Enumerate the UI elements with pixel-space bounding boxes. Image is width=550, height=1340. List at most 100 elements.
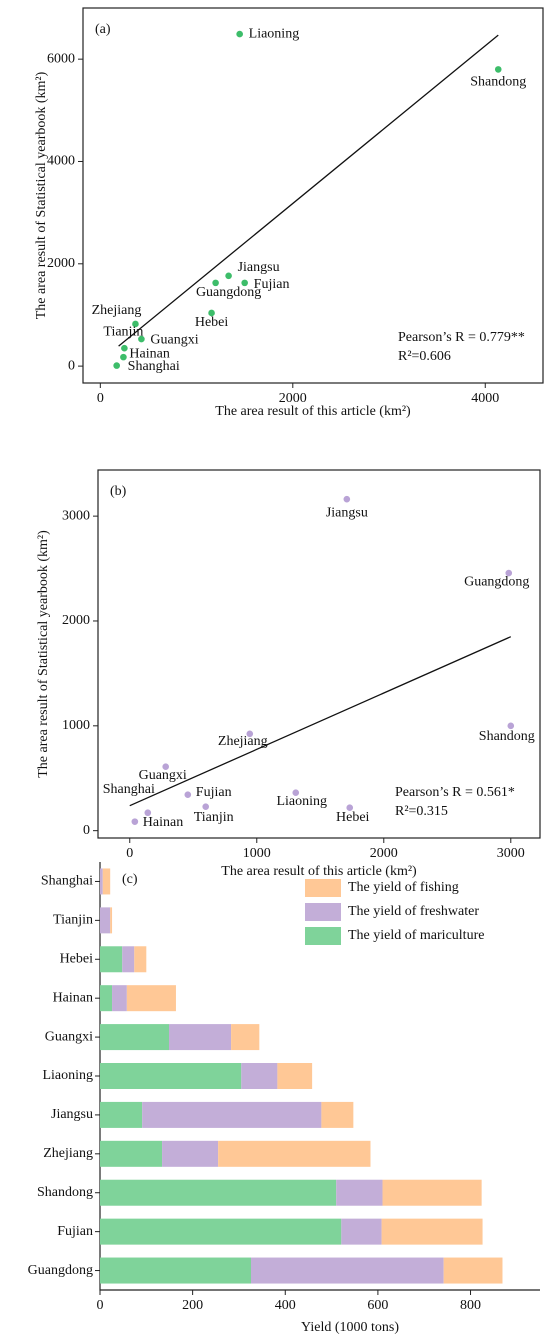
bar-segment bbox=[122, 946, 135, 973]
y-tick-label: Hebei bbox=[60, 951, 94, 966]
point-label: Hebei bbox=[195, 315, 229, 330]
bar-segment bbox=[100, 1257, 251, 1284]
point-label: Hebei bbox=[336, 810, 370, 825]
panel-label: (a) bbox=[95, 22, 111, 37]
x-tick-label: 1000 bbox=[243, 846, 271, 861]
point-label: Fujian bbox=[196, 785, 232, 800]
point bbox=[121, 344, 128, 352]
bar-segment bbox=[100, 1101, 143, 1128]
point-label: Guangdong bbox=[196, 285, 261, 300]
bar-segment bbox=[142, 1101, 322, 1128]
y-tick-label: Guangxi bbox=[45, 1029, 93, 1044]
x-axis-label: The area result of this article (km²) bbox=[221, 864, 417, 879]
x-axis-label: Yield (1000 tons) bbox=[301, 1320, 399, 1335]
point bbox=[184, 791, 192, 798]
point-label: Hainan bbox=[143, 815, 183, 830]
point-label: Tianjin bbox=[103, 324, 143, 339]
bar-segment bbox=[112, 985, 127, 1012]
point-label: Liaoning bbox=[276, 794, 327, 809]
x-axis-label: The area result of this article (km²) bbox=[215, 404, 411, 419]
legend-label: The yield of fishing bbox=[348, 880, 459, 895]
point bbox=[208, 309, 215, 317]
y-tick-label: Shanghai bbox=[41, 874, 93, 889]
y-tick-label: 6000 bbox=[47, 51, 75, 66]
y-tick-label: Jiangsu bbox=[51, 1107, 93, 1122]
x-tick-label: 2000 bbox=[279, 391, 307, 406]
bar-segment bbox=[250, 1257, 444, 1284]
y-tick-label: Tianjin bbox=[53, 913, 93, 928]
point bbox=[202, 803, 210, 810]
bar-segment bbox=[218, 1140, 371, 1167]
x-tick-label: 0 bbox=[97, 391, 104, 406]
y-tick-label: Liaoning bbox=[42, 1068, 93, 1083]
x-tick-label: 2000 bbox=[370, 846, 398, 861]
point bbox=[212, 279, 219, 287]
legend-label: The yield of freshwater bbox=[348, 904, 479, 919]
annotation: R²=0.606 bbox=[398, 349, 451, 364]
point-label: Jiangsu bbox=[326, 505, 368, 520]
bar-segment bbox=[381, 1218, 483, 1245]
y-axis-label: The area result of Statistical yearbook … bbox=[34, 71, 49, 319]
x-tick-label: 200 bbox=[182, 1298, 203, 1313]
x-tick-label: 600 bbox=[367, 1298, 388, 1313]
y-tick-label: 0 bbox=[83, 823, 90, 838]
legend-swatch bbox=[305, 903, 341, 921]
bar-segment bbox=[100, 1140, 163, 1167]
point-label: Shandong bbox=[470, 75, 526, 90]
bar-segment bbox=[321, 1101, 354, 1128]
x-tick-label: 0 bbox=[126, 846, 133, 861]
point-label: Tianjin bbox=[194, 810, 234, 825]
bar-segment bbox=[100, 1063, 242, 1089]
annotation: Pearson’s R = 0.561* bbox=[395, 785, 515, 800]
bar-segment bbox=[100, 985, 113, 1012]
bar-segment bbox=[336, 1179, 383, 1206]
bar-segment bbox=[382, 1179, 482, 1206]
point bbox=[246, 730, 254, 738]
x-tick-label: 800 bbox=[460, 1298, 481, 1313]
x-tick-label: 4000 bbox=[471, 391, 499, 406]
bar-segment bbox=[134, 946, 147, 973]
point-label: Guangxi bbox=[150, 332, 198, 347]
point bbox=[132, 320, 139, 328]
y-tick-label: 2000 bbox=[62, 613, 90, 628]
y-axis-label: The area result of Statistical yearbook … bbox=[36, 530, 51, 778]
point bbox=[113, 362, 120, 369]
point bbox=[292, 789, 300, 797]
panel-label: (c) bbox=[122, 872, 138, 887]
y-tick-label: 1000 bbox=[62, 718, 90, 733]
annotation: Pearson’s R = 0.779** bbox=[398, 330, 525, 345]
point-label: Guangxi bbox=[139, 768, 187, 783]
point-label: Zhejiang bbox=[92, 303, 142, 318]
plot-frame bbox=[82, 7, 544, 384]
panel-label: (b) bbox=[110, 484, 127, 499]
point bbox=[162, 763, 169, 771]
point-label: Shanghai bbox=[103, 782, 155, 797]
x-tick-label: 3000 bbox=[497, 846, 525, 861]
bar-segment bbox=[241, 1063, 278, 1089]
x-tick-label: 0 bbox=[97, 1298, 104, 1313]
bar-segment bbox=[231, 1024, 260, 1051]
legend-swatch bbox=[305, 927, 341, 945]
point bbox=[241, 279, 248, 287]
bar-segment bbox=[110, 907, 113, 934]
bar-segment bbox=[100, 946, 123, 973]
x-tick-label: 400 bbox=[275, 1298, 296, 1313]
y-tick-label: 3000 bbox=[62, 508, 90, 523]
y-tick-label: 0 bbox=[68, 358, 75, 373]
bar-segment bbox=[169, 1024, 232, 1051]
bar-segment bbox=[100, 1218, 342, 1245]
bar-segment bbox=[100, 1179, 337, 1206]
legend-label: The yield of mariculture bbox=[348, 928, 484, 943]
bar-segment bbox=[100, 907, 111, 934]
bar-segment bbox=[100, 868, 103, 895]
point bbox=[120, 353, 127, 361]
point-label: Shandong bbox=[479, 729, 535, 744]
y-tick-label: Zhejiang bbox=[43, 1146, 93, 1161]
point-label: Liaoning bbox=[249, 26, 300, 41]
bar-segment bbox=[443, 1257, 503, 1284]
point bbox=[507, 722, 515, 730]
plot-frame bbox=[97, 469, 541, 839]
point bbox=[225, 272, 232, 280]
bar-segment bbox=[100, 1024, 170, 1051]
